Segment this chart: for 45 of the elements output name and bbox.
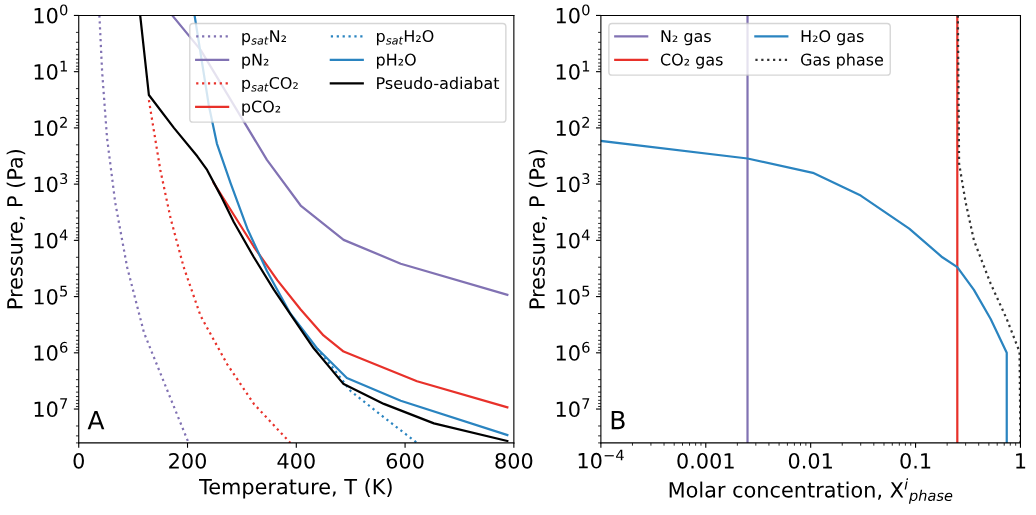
legend-label: p$_{sat}$CO₂ [242, 76, 298, 93]
y-tick-label: 10$^{7}$ [34, 398, 68, 418]
y-tick-label: 10$^{6}$ [556, 341, 590, 361]
legend-label: Gas phase [800, 53, 884, 69]
y-tick-label: 10$^{0}$ [34, 4, 68, 24]
y-tick-label: 10$^{0}$ [556, 4, 590, 24]
x-tick-label: 0.001 [677, 452, 734, 469]
y-tick-label: 10$^{3}$ [556, 173, 590, 193]
x-tick-label: 10$^{−4}$ [578, 449, 624, 469]
legend-label: p$_{sat}$H₂O [376, 29, 434, 46]
annotation: A [87, 410, 105, 430]
x-axis-title: Temperature, T (K) [199, 478, 392, 499]
x-tick-label: 400 [277, 452, 315, 469]
legend-label: p$_{sat}$N₂ [242, 30, 287, 46]
line-series [212, 181, 509, 409]
y-axis-title: Pressure, P (Pa) [6, 149, 26, 309]
legend-label: CO₂ gas [660, 53, 723, 69]
y-tick-label: 10$^{1}$ [34, 60, 67, 80]
legend-label: H₂O gas [801, 30, 864, 46]
y-tick-label: 10$^{7}$ [556, 398, 590, 418]
y-tick-label: 10$^{4}$ [34, 229, 68, 249]
x-tick-label: 1 [1016, 453, 1026, 469]
annotation: B [611, 410, 625, 430]
x-tick-label: 0 [73, 452, 84, 469]
legend-label: pCO₂ [242, 100, 281, 116]
y-tick-label: 10$^{5}$ [556, 285, 590, 305]
y-tick-label: 10$^{2}$ [34, 116, 67, 136]
y-tick-label: 10$^{6}$ [34, 341, 68, 361]
x-tick-label: 0.01 [788, 452, 832, 469]
legend-label: N₂ gas [661, 30, 711, 46]
legend-label: pH₂O [376, 53, 416, 69]
legend-label: Pseudo-adiabat [377, 76, 500, 90]
x-tick-label: 800 [495, 452, 533, 469]
y-axis-title: Pressure, P (Pa) [528, 149, 548, 309]
y-tick-label: 10$^{4}$ [556, 229, 590, 249]
y-tick-label: 10$^{3}$ [34, 173, 68, 193]
y-tick-label: 10$^{5}$ [34, 285, 68, 305]
x-axis-title: Molar concentration, X$^{i}$$_{phase}$ [669, 478, 953, 504]
y-tick-label: 10$^{2}$ [556, 116, 590, 136]
line-series [147, 98, 292, 443]
x-tick-label: 600 [386, 452, 424, 469]
x-tick-label: 0.1 [900, 452, 931, 469]
x-tick-label: 200 [169, 452, 207, 469]
y-tick-label: 10$^{1}$ [556, 60, 590, 80]
legend-label: pN₂ [242, 53, 269, 69]
